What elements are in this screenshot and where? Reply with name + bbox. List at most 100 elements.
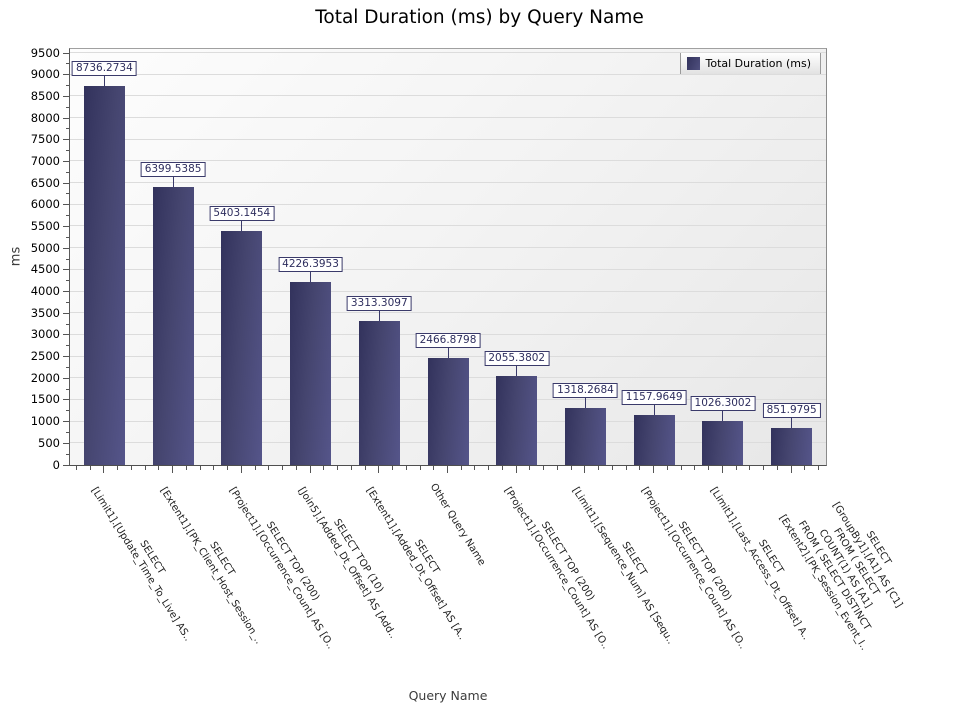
y-minor-tick [66, 431, 69, 433]
y-minor-tick [66, 106, 69, 108]
y-tick [63, 204, 69, 206]
x-minor-tick [694, 466, 696, 470]
y-tick-label: 1500 [30, 392, 60, 407]
x-minor-tick [295, 466, 297, 470]
value-label-connector [172, 177, 174, 188]
y-tick-label: 2500 [30, 349, 60, 364]
x-category-label: Other Query Name [427, 478, 493, 568]
bar-value-label: 851.9795 [762, 403, 821, 419]
x-minor-tick [254, 466, 256, 470]
value-label-connector [653, 404, 655, 415]
bar [564, 407, 606, 465]
grid-line [70, 138, 826, 140]
x-major-tick [447, 466, 448, 473]
y-tick-label: 500 [38, 435, 60, 450]
bar [771, 428, 813, 465]
grid-line [70, 225, 826, 227]
y-tick-label: 5500 [30, 218, 60, 233]
bar-value-label: 5403.1454 [209, 205, 275, 221]
y-tick [63, 269, 69, 271]
bar [221, 230, 263, 465]
value-label-connector [791, 418, 793, 429]
y-minor-tick [66, 236, 69, 238]
y-tick-label: 3000 [30, 327, 60, 342]
y-tick [63, 464, 69, 466]
grid-line [70, 290, 826, 292]
plot-area: Total Duration (ms) 8736.2734 6399.5385 54… [69, 48, 827, 466]
bar [358, 321, 400, 465]
x-minor-tick [350, 466, 352, 470]
grid-line [70, 117, 826, 119]
y-tick-label: 1000 [30, 414, 60, 429]
y-tick [63, 356, 69, 358]
x-minor-tick [488, 466, 490, 470]
legend-color-swatch [686, 57, 700, 70]
bar [152, 187, 194, 465]
grid-line [70, 160, 826, 162]
y-tick-label: 9000 [30, 67, 60, 82]
y-tick [63, 421, 69, 423]
x-minor-tick [199, 466, 201, 470]
x-minor-tick [735, 466, 737, 470]
y-tick [63, 95, 69, 97]
y-tick [63, 160, 69, 162]
x-minor-tick [392, 466, 394, 470]
value-label-connector [584, 397, 586, 408]
x-minor-tick [89, 466, 91, 470]
x-axis-title: Query Name [408, 688, 488, 703]
x-minor-tick [144, 466, 146, 470]
bar [702, 420, 744, 465]
y-minor-tick [66, 410, 69, 412]
bar [290, 281, 332, 465]
bar [496, 375, 538, 465]
value-label-connector [310, 271, 312, 282]
x-minor-tick [666, 466, 668, 470]
y-tick [63, 377, 69, 379]
y-tick-label: 4000 [30, 284, 60, 299]
grid-line [70, 203, 826, 205]
value-label-connector [516, 365, 518, 376]
x-minor-tick [75, 466, 77, 470]
y-minor-tick [66, 453, 69, 455]
x-minor-tick [625, 466, 627, 470]
y-tick [63, 139, 69, 141]
y-tick-label: 2000 [30, 370, 60, 385]
x-minor-tick [763, 466, 765, 470]
legend: Total Duration (ms) [679, 52, 821, 75]
x-minor-tick [749, 466, 751, 470]
y-minor-tick [66, 128, 69, 130]
x-minor-tick [776, 466, 778, 470]
x-minor-tick [227, 466, 229, 470]
x-axis-ticks [69, 466, 827, 476]
x-minor-tick [213, 466, 215, 470]
x-minor-tick [680, 466, 682, 470]
y-tick [63, 52, 69, 54]
y-minor-tick [66, 388, 69, 390]
bar-value-label: 2466.8798 [415, 333, 481, 349]
grid-line [70, 95, 826, 97]
x-minor-tick [405, 466, 407, 470]
x-minor-tick [611, 466, 613, 470]
x-minor-tick [598, 466, 600, 470]
y-tick [63, 442, 69, 444]
y-tick [63, 399, 69, 401]
bar [633, 414, 675, 465]
y-tick-label: 8500 [30, 88, 60, 103]
x-minor-tick [433, 466, 435, 470]
x-major-tick [240, 466, 242, 473]
y-minor-tick [66, 258, 69, 260]
legend-label: Total Duration (ms) [705, 57, 812, 70]
x-minor-tick [282, 466, 284, 470]
x-minor-tick [185, 466, 187, 470]
x-category-label-text: Other Query Name [427, 481, 488, 568]
x-major-tick [721, 466, 723, 473]
y-tick-label: 6500 [30, 175, 60, 190]
x-major-tick [515, 466, 517, 473]
y-tick-label: 7000 [30, 153, 60, 168]
grid-line [70, 182, 826, 184]
x-minor-tick [130, 466, 132, 470]
x-major-tick [790, 466, 792, 473]
y-tick-label: 7500 [30, 132, 60, 147]
x-major-tick [172, 466, 174, 473]
